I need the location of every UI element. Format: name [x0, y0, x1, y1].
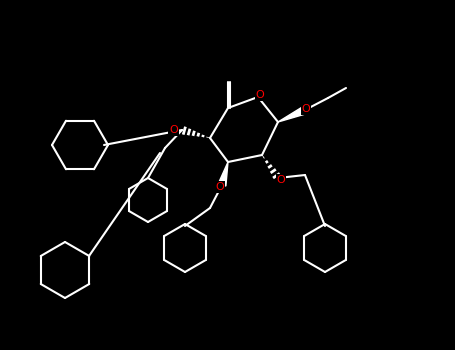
Text: O: O	[216, 182, 224, 192]
Text: O: O	[302, 104, 310, 114]
Polygon shape	[218, 162, 228, 186]
Polygon shape	[278, 106, 307, 122]
Text: O: O	[277, 175, 285, 185]
Text: O: O	[256, 90, 264, 100]
Text: O: O	[169, 125, 178, 135]
